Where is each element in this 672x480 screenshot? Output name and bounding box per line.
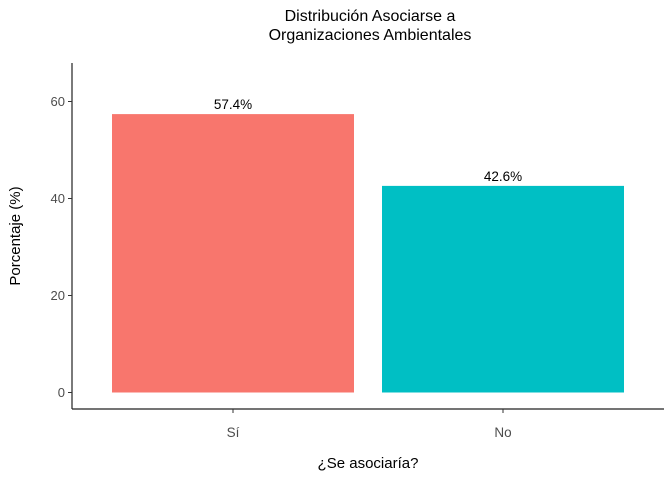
y-axis: 0 20 40 60 xyxy=(51,63,73,409)
chart-title: Distribución Asociarse a Organizaciones A… xyxy=(269,8,472,44)
y-tick-label: 20 xyxy=(51,288,65,303)
bar-value-label: 42.6% xyxy=(484,169,522,184)
x-tick-label: No xyxy=(494,425,511,440)
y-tick-label: 40 xyxy=(51,191,65,206)
y-tick-label: 60 xyxy=(51,94,65,109)
bar-1 xyxy=(382,185,624,393)
x-axis: Sí No xyxy=(72,408,664,440)
x-axis-label: ¿Se asociaría? xyxy=(318,455,419,472)
bars xyxy=(112,114,624,393)
bar-0 xyxy=(112,114,354,393)
chart-title-line: Organizaciones Ambientales xyxy=(269,27,472,44)
data-labels: 57.4% 42.6% xyxy=(214,97,522,184)
x-tick-label: Sí xyxy=(227,425,240,440)
chart-title-line: Distribución Asociarse a xyxy=(285,8,456,25)
y-axis-label: Porcentaje (%) xyxy=(7,186,24,285)
y-tick-label: 0 xyxy=(58,385,65,400)
bar-value-label: 57.4% xyxy=(214,97,252,112)
